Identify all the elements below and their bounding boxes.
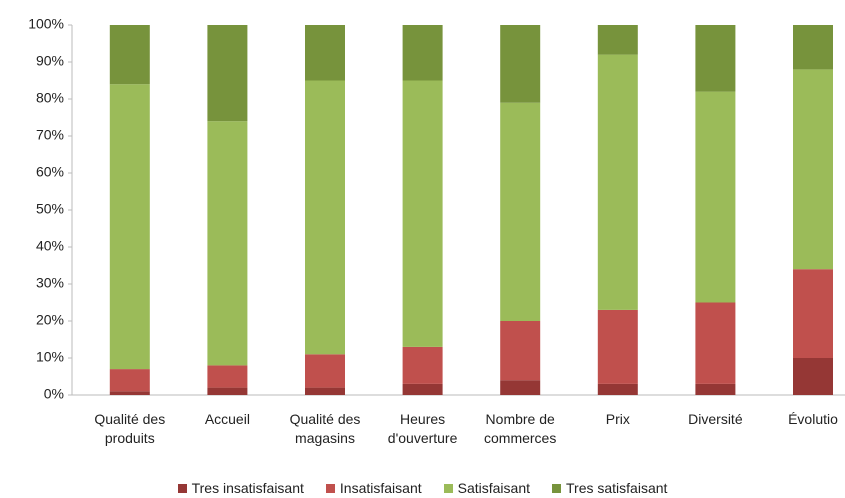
x-tick-label: Accueil bbox=[204, 411, 250, 427]
bar-segment bbox=[695, 25, 736, 92]
bar-segment bbox=[597, 383, 638, 395]
y-tick-label: 30% bbox=[36, 275, 64, 291]
bar-segment bbox=[305, 354, 345, 388]
y-tick-label: 100% bbox=[28, 16, 64, 32]
bar-segment bbox=[207, 365, 248, 388]
y-tick-label: 80% bbox=[36, 90, 64, 106]
x-tick-label: Qualité des magasins bbox=[289, 411, 361, 446]
legend-item: Tres insatisfaisant bbox=[177, 480, 304, 496]
bar-segment bbox=[207, 25, 248, 122]
bar-segment bbox=[402, 80, 443, 347]
legend-label: Tres insatisfaisant bbox=[191, 480, 304, 496]
bar-segment bbox=[109, 369, 150, 392]
bar-segment bbox=[695, 383, 736, 395]
y-tick-label: 10% bbox=[36, 349, 64, 365]
bar-segment bbox=[109, 391, 150, 395]
bar-segment bbox=[109, 84, 150, 370]
x-tick-label: Qualité des produits bbox=[94, 411, 166, 446]
y-tick-label: 50% bbox=[36, 201, 64, 217]
bar-segment bbox=[305, 25, 345, 81]
y-tick-label: 70% bbox=[36, 127, 64, 143]
x-tick-label: Évolutio bbox=[788, 411, 838, 427]
bar-segment bbox=[793, 25, 833, 70]
legend-swatch bbox=[552, 483, 561, 493]
bar-segment bbox=[597, 54, 638, 310]
legend-item: Tres satisfaisant bbox=[552, 480, 667, 496]
x-tick-label: Heures d'ouverture bbox=[387, 411, 458, 446]
legend-label: Satisfaisant bbox=[457, 480, 530, 496]
y-tick-label: 60% bbox=[36, 164, 64, 180]
legend-label: Tres satisfaisant bbox=[566, 480, 668, 496]
bar-segment bbox=[500, 380, 541, 395]
bar-segment bbox=[500, 102, 541, 321]
bar-segment bbox=[207, 387, 248, 395]
bar-segment bbox=[207, 121, 248, 366]
legend-swatch bbox=[443, 483, 453, 493]
x-tick-label: Prix bbox=[605, 411, 630, 427]
bar-segment bbox=[597, 309, 638, 384]
y-tick-label: 90% bbox=[36, 53, 64, 69]
bar-segment bbox=[305, 80, 345, 355]
y-tick-label: 20% bbox=[36, 312, 64, 328]
x-tick-label: Diversité bbox=[688, 411, 743, 427]
bar-segment bbox=[793, 69, 833, 270]
legend-item: Insatisfaisant bbox=[325, 480, 422, 496]
bar-segment bbox=[305, 387, 345, 395]
x-tick-label: Nombre de commerces bbox=[484, 411, 557, 446]
legend-swatch bbox=[177, 483, 187, 493]
y-tick-label: 0% bbox=[44, 386, 64, 402]
bar-segment bbox=[500, 25, 541, 103]
bar-segment bbox=[793, 269, 833, 358]
bar-segment bbox=[402, 25, 443, 81]
bar-segment bbox=[109, 25, 150, 85]
bar-segment bbox=[695, 302, 736, 384]
legend-item: Satisfaisant bbox=[443, 480, 530, 496]
legend-label: Insatisfaisant bbox=[339, 480, 422, 496]
bar-segment bbox=[500, 321, 541, 381]
bar-segment bbox=[402, 383, 443, 395]
y-tick-label: 40% bbox=[36, 238, 64, 254]
bar-segment bbox=[597, 25, 638, 55]
bar-segment bbox=[695, 91, 736, 303]
bar-segment bbox=[793, 358, 833, 395]
legend-swatch bbox=[325, 483, 335, 493]
legend: Tres insatisfaisant Insatisfaisant Satisfa… bbox=[0, 480, 845, 496]
bar-segment bbox=[402, 346, 443, 384]
